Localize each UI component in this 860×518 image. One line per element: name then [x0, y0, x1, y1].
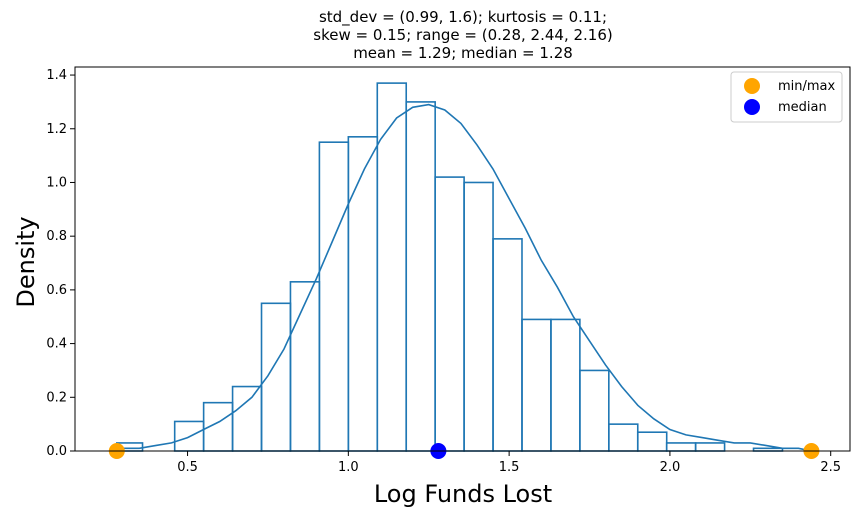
y-axis-label: Density [12, 216, 40, 307]
histogram-bar [694, 442, 726, 452]
histogram-bar [318, 141, 350, 452]
histogram-bar [463, 181, 494, 452]
histogram-bar [231, 385, 263, 452]
legend-marker-median [744, 99, 760, 115]
histogram-bar [492, 238, 523, 452]
kde-curve [116, 103, 812, 452]
y-tick-label: 0.6 [46, 283, 67, 298]
histogram-bar [521, 318, 552, 452]
title-line-3: mean = 1.29; median = 1.28 [353, 44, 573, 62]
histogram-bar [260, 302, 292, 452]
histogram-bar [289, 281, 321, 452]
legend: min/max median [730, 71, 843, 123]
y-tick-label: 1.2 [46, 122, 67, 137]
histogram-bar [347, 136, 379, 452]
y-tick-label: 0.2 [46, 390, 67, 405]
y-tick-label: 0.0 [46, 444, 67, 459]
histogram-bar [636, 431, 668, 452]
plot-frame [74, 66, 851, 452]
x-axis-label: Log Funds Lost [374, 480, 552, 508]
legend-label-minmax: min/max [778, 79, 836, 94]
title-line-2: skew = 0.15; range = (0.28, 2.44, 2.16) [313, 26, 612, 44]
y-tick-label: 1.0 [46, 175, 67, 190]
histogram-bar [405, 101, 436, 452]
title-line-1: std_dev = (0.99, 1.6); kurtosis = 0.11; [319, 8, 607, 27]
x-tick-label: 2.0 [660, 460, 681, 475]
x-tick-label: 0.5 [177, 460, 198, 475]
legend-label-median: median [778, 100, 827, 115]
y-tick-label: 1.4 [46, 68, 67, 83]
histogram-bars [116, 82, 784, 452]
y-tick-label: 0.4 [46, 337, 67, 352]
chart-title: std_dev = (0.99, 1.6); kurtosis = 0.11; … [313, 8, 612, 62]
x-tick-label: 1.5 [499, 460, 520, 475]
histogram-bar [665, 442, 697, 452]
legend-marker-minmax [744, 78, 760, 94]
histogram-bar [550, 318, 581, 452]
y-tick-label: 0.8 [46, 229, 67, 244]
x-axis: 0.5 1.0 1.5 2.0 2.5 [177, 451, 841, 475]
x-tick-label: 1.0 [338, 460, 359, 475]
x-tick-label: 2.5 [820, 460, 841, 475]
histogram-bar [579, 369, 610, 452]
histogram-bar [608, 423, 639, 452]
y-axis: 0.0 0.2 0.4 0.6 0.8 1.0 1.2 1.4 [46, 68, 75, 459]
histogram-bar [434, 176, 465, 452]
